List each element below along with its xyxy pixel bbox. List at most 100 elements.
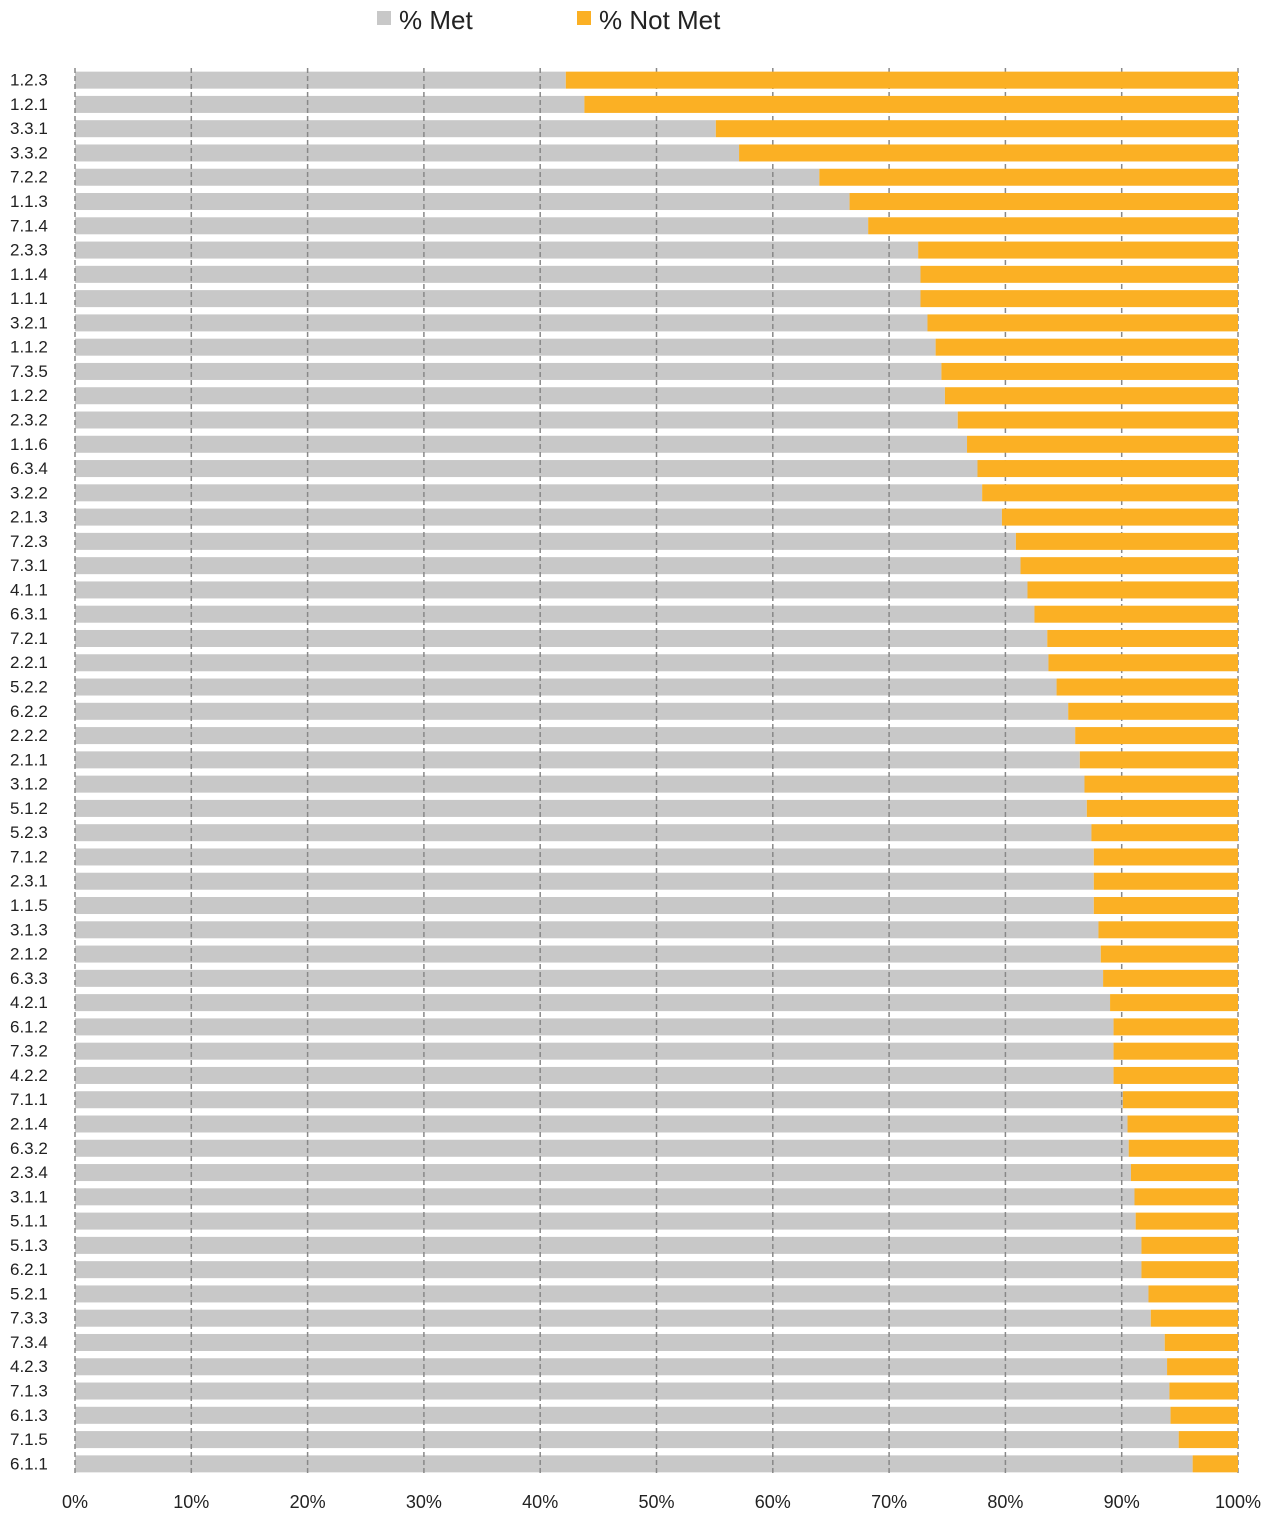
- bar-segment: [75, 338, 936, 356]
- bar-segment: [849, 193, 1238, 211]
- bar-segment: [1084, 775, 1238, 793]
- bar-segment: [1001, 508, 1238, 526]
- bar-segment: [75, 1164, 1132, 1182]
- y-tick-label: 5.2.2: [10, 678, 48, 697]
- bar-segment: [75, 1358, 1168, 1376]
- bar-segment: [75, 265, 921, 283]
- bar-segment: [75, 1042, 1114, 1060]
- y-tick-label: 5.1.3: [10, 1236, 48, 1255]
- bar-segment: [75, 144, 740, 162]
- bar-segment: [941, 362, 1238, 380]
- bar-segment: [715, 120, 1238, 138]
- bar-segment: [1113, 1018, 1238, 1036]
- y-tick-label: 7.2.3: [10, 532, 48, 551]
- bar-segment: [1093, 897, 1238, 915]
- bar-segment: [75, 120, 716, 138]
- y-tick-label: 6.1.3: [10, 1406, 48, 1425]
- y-tick-label: 6.2.2: [10, 702, 48, 721]
- y-tick-label: 3.3.2: [10, 143, 48, 162]
- y-tick-label: 3.1.1: [10, 1187, 48, 1206]
- y-tick-label: 7.1.1: [10, 1090, 48, 1109]
- bar-segment: [1034, 605, 1238, 623]
- bar-segment: [75, 1455, 1193, 1473]
- bar-segment: [75, 217, 869, 235]
- bar-segment: [75, 387, 945, 405]
- y-tick-label: 7.3.5: [10, 362, 48, 381]
- bar-segment: [819, 168, 1238, 186]
- bar-segment: [977, 460, 1238, 478]
- bar-segment: [75, 508, 1002, 526]
- y-tick-label: 4.2.1: [10, 993, 48, 1012]
- bar-segment: [1103, 969, 1238, 987]
- y-tick-label: 1.2.2: [10, 386, 48, 405]
- bar-segment: [1068, 702, 1238, 720]
- y-tick-label: 2.3.1: [10, 872, 48, 891]
- bar-segment: [75, 678, 1057, 696]
- y-tick-label: 2.1.1: [10, 750, 48, 769]
- bar-segment: [1178, 1431, 1238, 1449]
- x-tick-label: 30%: [406, 1492, 442, 1512]
- x-tick-label: 100%: [1215, 1492, 1261, 1512]
- bar-segment: [75, 557, 1021, 575]
- y-tick-label: 7.2.2: [10, 168, 48, 187]
- bar-segment: [1027, 581, 1238, 599]
- bar-segment: [1122, 1091, 1238, 1109]
- y-tick-label: 3.1.3: [10, 920, 48, 939]
- bar-segment: [75, 168, 820, 186]
- y-tick-label: 1.1.6: [10, 435, 48, 454]
- bar-segment: [1164, 1333, 1238, 1351]
- y-tick-label: 5.2.3: [10, 823, 48, 842]
- bar-segment: [1110, 994, 1238, 1012]
- bar-segment: [75, 1309, 1151, 1327]
- bar-segment: [75, 1285, 1149, 1303]
- bar-segment: [75, 872, 1094, 890]
- x-tick-label: 0%: [62, 1492, 88, 1512]
- bar-segment: [75, 1066, 1114, 1084]
- y-tick-label: 5.2.1: [10, 1284, 48, 1303]
- y-tick-label: 4.2.3: [10, 1357, 48, 1376]
- y-tick-label: 1.1.5: [10, 896, 48, 915]
- bar-segment: [75, 1333, 1165, 1351]
- y-tick-label: 6.3.3: [10, 969, 48, 988]
- y-tick-label: 6.2.1: [10, 1260, 48, 1279]
- y-tick-label: 7.1.3: [10, 1382, 48, 1401]
- bar-segment: [75, 1139, 1129, 1157]
- bar-segment: [75, 581, 1028, 599]
- bar-segment: [920, 290, 1238, 308]
- bar-segment: [565, 71, 1238, 89]
- bar-segment: [75, 95, 585, 113]
- y-tick-label: 4.1.1: [10, 580, 48, 599]
- bar-segment: [1148, 1285, 1238, 1303]
- bar-segment: [584, 95, 1238, 113]
- bar-segment: [1170, 1406, 1238, 1424]
- y-tick-label: 3.1.2: [10, 775, 48, 794]
- bar-segment: [75, 1091, 1123, 1109]
- bar-segment: [75, 1188, 1135, 1206]
- x-tick-label: 10%: [173, 1492, 209, 1512]
- bar-segment: [868, 217, 1238, 235]
- bar-segment: [982, 484, 1238, 502]
- bar-segment: [75, 994, 1111, 1012]
- bar-segment: [1056, 678, 1238, 696]
- y-tick-label: 2.3.2: [10, 410, 48, 429]
- bar-segment: [1141, 1236, 1238, 1254]
- y-tick-label: 6.3.1: [10, 605, 48, 624]
- bar-segment: [739, 144, 1238, 162]
- bar-segment: [920, 265, 1238, 283]
- x-tick-label: 80%: [987, 1492, 1023, 1512]
- bar-segment: [75, 1261, 1142, 1279]
- bar-segment: [75, 897, 1094, 915]
- bar-segment: [1093, 848, 1238, 866]
- bar-segment: [75, 921, 1099, 939]
- bar-segment: [75, 1382, 1170, 1400]
- y-tick-label: 6.3.2: [10, 1139, 48, 1158]
- bar-segment: [1020, 557, 1238, 575]
- bar-segment: [957, 411, 1238, 429]
- bar-segment: [1113, 1042, 1238, 1060]
- bar-segment: [75, 702, 1069, 720]
- y-tick-label: 3.2.2: [10, 483, 48, 502]
- bar-segment: [1192, 1455, 1238, 1473]
- y-tick-label: 1.2.3: [10, 71, 48, 90]
- bar-segment: [1047, 629, 1238, 647]
- y-tick-label: 6.1.1: [10, 1454, 48, 1473]
